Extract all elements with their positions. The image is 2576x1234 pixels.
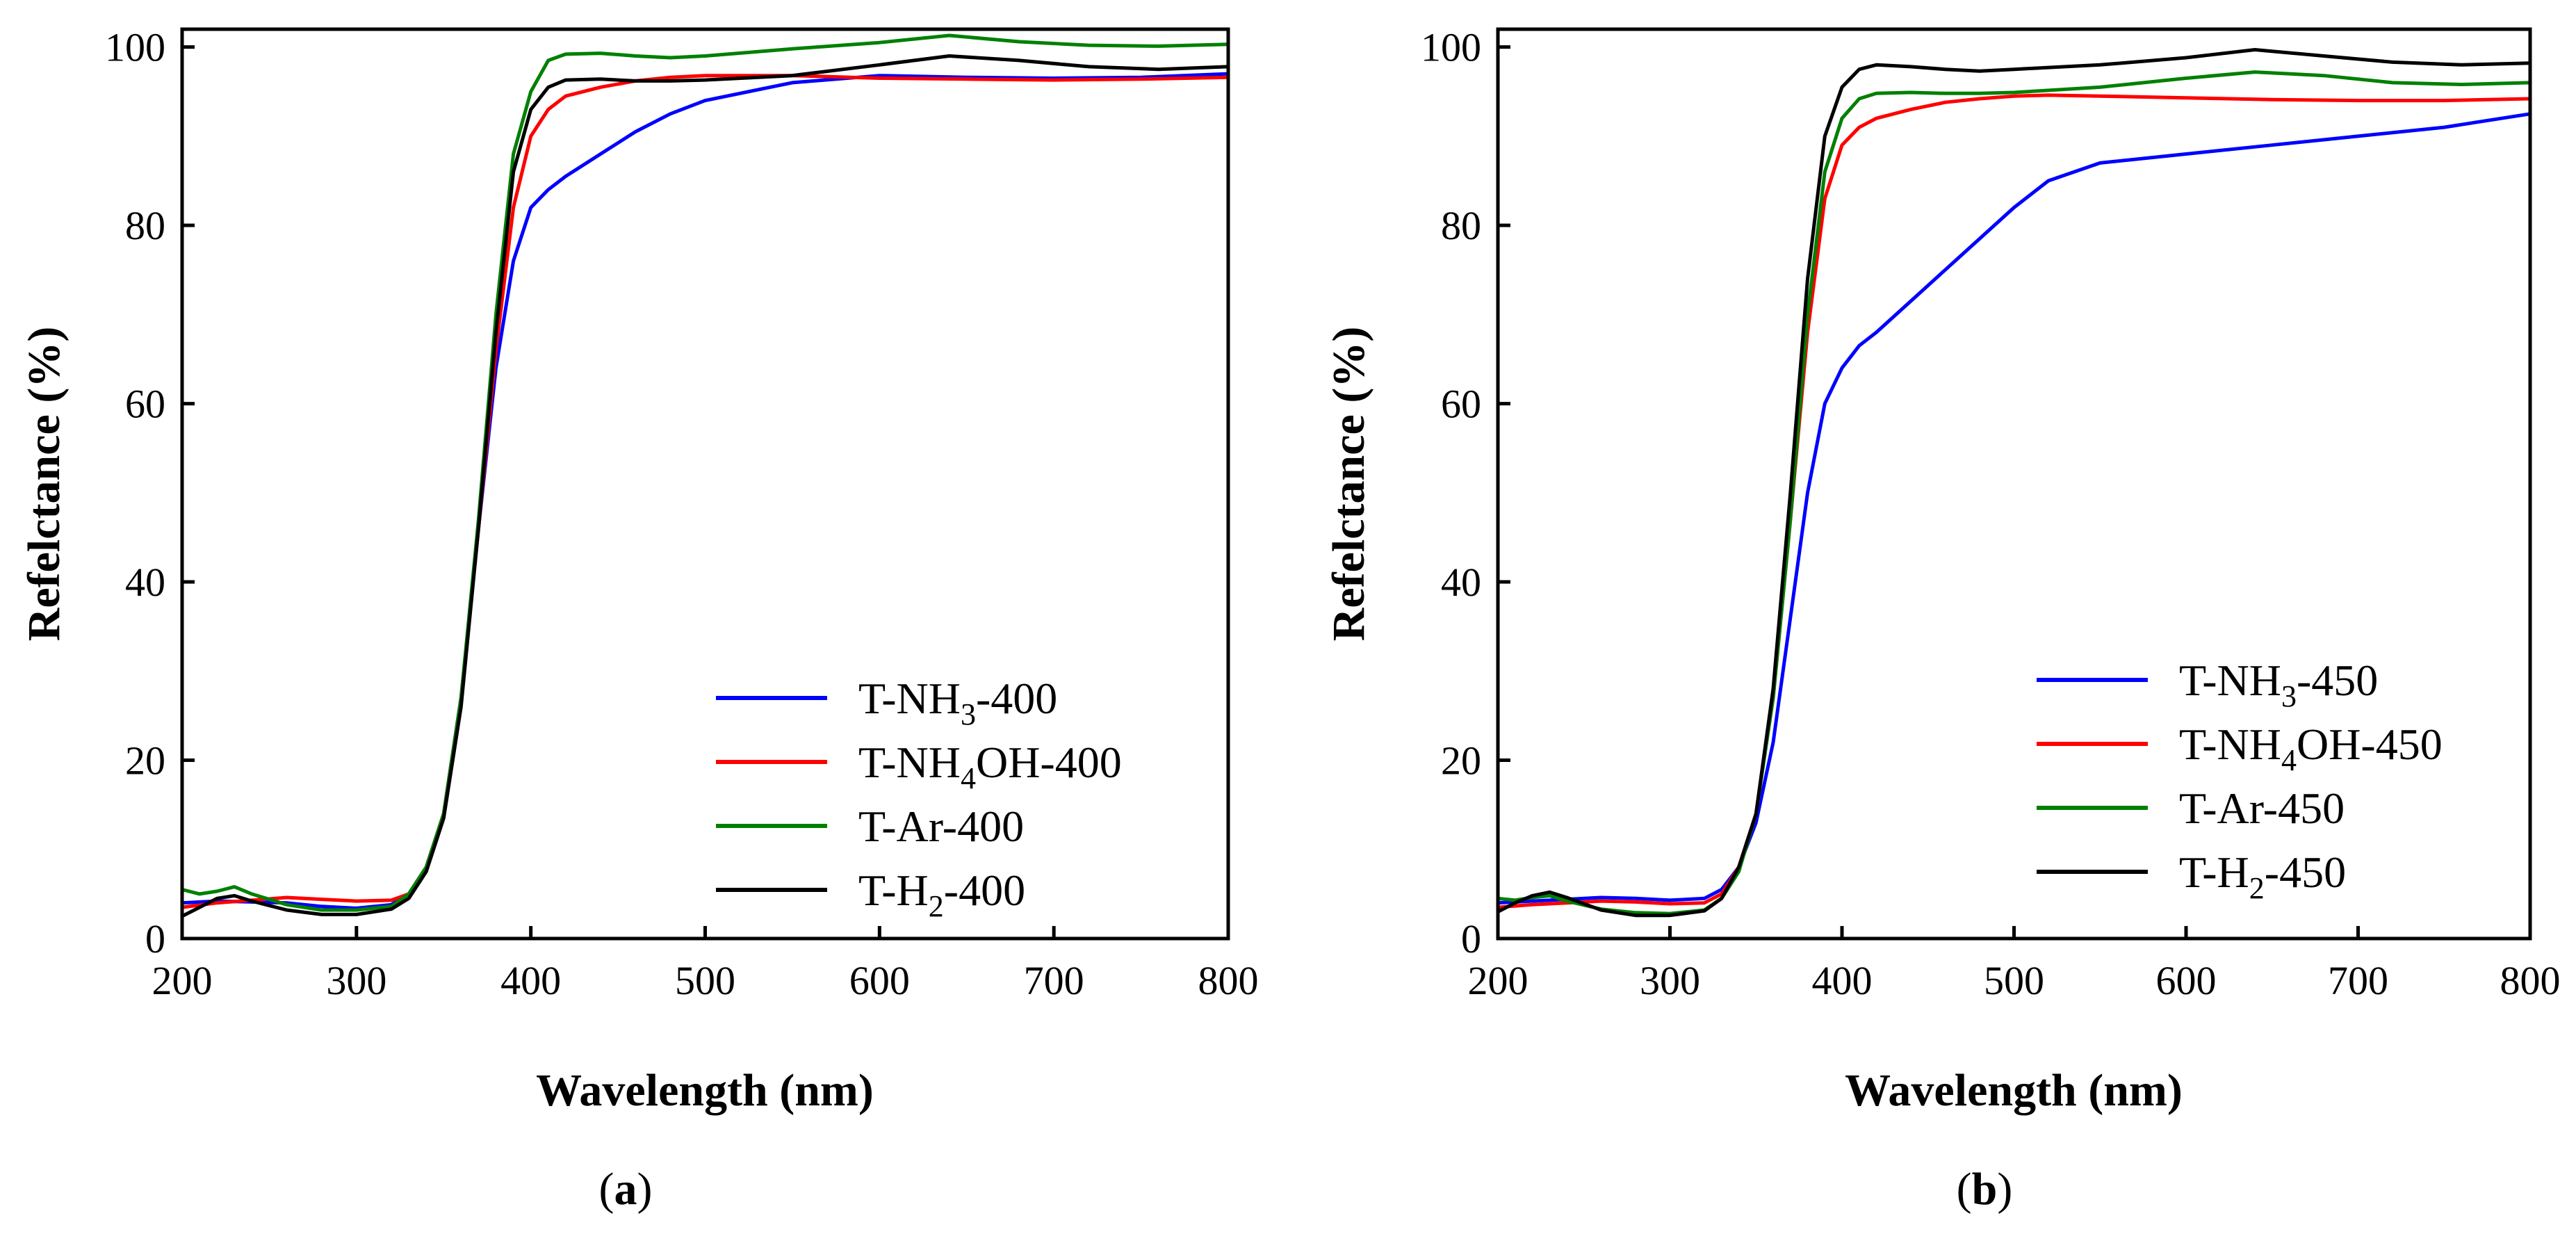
panel-b: 200 300 400 500 600 700 800 0 20 40 60 80 100 Wavele…	[1323, 25, 2561, 1215]
panel-b-legend-label-1: T-NH4OH-450	[2179, 720, 2443, 777]
panel-a-label-letter: a	[614, 1164, 637, 1215]
panel-b-x-tick-label-3: 500	[1984, 958, 2044, 1003]
panel-b-gridless-plot: 200 300 400 500 600 700 800 0 20 40 60 80 100	[1421, 25, 2561, 1003]
panel-b-x-tick-label-6: 800	[2500, 958, 2561, 1003]
panel-a-label-open: (	[599, 1164, 614, 1215]
panel-a-series-line-1	[180, 74, 1230, 909]
panel-a-y-tick-label-4: 80	[125, 203, 165, 248]
panel-a-x-tick-label-4: 600	[849, 958, 910, 1003]
panel-a-label: (a)	[599, 1164, 653, 1215]
panel-a-x-tick-label-5: 700	[1024, 958, 1084, 1003]
panel-b-y-tick-label-0: 0	[1461, 916, 1481, 961]
panel-a-y-tick-label-1: 20	[125, 738, 165, 784]
panel-b-label-open: (	[1957, 1164, 1972, 1215]
panel-a-legend: T-NH3-400 T-NH4OH-400 T-Ar-400 T-H2-400	[716, 674, 1122, 923]
panel-b-series-line-1	[1496, 93, 2532, 909]
panel-a-y-axis-title: Refelctance (%)	[19, 327, 70, 642]
panel-b-label: (b)	[1957, 1164, 2013, 1215]
panel-a-y-tick-label-5: 100	[105, 25, 165, 70]
panel-b-series-line-3	[1496, 48, 2532, 918]
panel-a-legend-label-1: T-NH4OH-400	[858, 738, 1122, 795]
panel-b-ticks-group: 200 300 400 500 600 700 800 0 20 40 60 80 100	[1421, 25, 2561, 1003]
panel-b-series-group	[1496, 48, 2532, 918]
panel-a-legend-label-2: T-Ar-400	[858, 802, 1024, 851]
panel-a-y-tick-label-3: 60	[125, 382, 165, 427]
panel-b-x-tick-label-2: 400	[1812, 958, 1873, 1003]
panel-a-x-tick-label-0: 200	[152, 958, 213, 1003]
panel-b-legend-label-3: T-H2-450	[2179, 847, 2346, 905]
panel-b-y-tick-label-4: 80	[1441, 203, 1481, 248]
panel-b-y-tick-label-1: 20	[1441, 738, 1481, 784]
panel-b-legend-label-0: T-NH3-450	[2179, 656, 2378, 713]
panel-a-y-tick-label-0: 0	[145, 916, 165, 961]
panel-a-x-tick-label-2: 400	[500, 958, 561, 1003]
panel-b-legend: T-NH3-450 T-NH4OH-450 T-Ar-450 T-H2-450	[2037, 656, 2443, 905]
panel-a-y-tick-label-2: 40	[125, 560, 165, 605]
panel-b-y-tick-label-3: 60	[1441, 382, 1481, 427]
panel-a-series-line-2	[180, 33, 1230, 912]
panel-a: 200 300 400 500 600 700 800 0 20 40 60 80 100 Wavele…	[19, 25, 1259, 1215]
panel-b-y-axis-title: Refelctance (%)	[1323, 327, 1374, 642]
panel-b-legend-label-2: T-Ar-450	[2179, 784, 2345, 833]
panel-a-legend-label-3: T-H2-400	[858, 866, 1025, 923]
panel-b-y-tick-label-5: 100	[1421, 25, 1481, 70]
panel-b-series-line-0	[1496, 112, 2532, 905]
panel-b-x-tick-label-1: 300	[1640, 958, 1700, 1003]
panel-a-legend-label-0: T-NH3-400	[858, 674, 1057, 731]
panel-b-x-axis-title: Wavelength (nm)	[1845, 1065, 2183, 1116]
panel-a-x-tick-label-3: 500	[675, 958, 735, 1003]
panel-a-series-line-3	[180, 54, 1230, 918]
panel-b-label-letter: b	[1972, 1164, 1998, 1215]
panel-a-x-tick-label-1: 300	[326, 958, 386, 1003]
panel-b-label-close: )	[1997, 1164, 2012, 1215]
panel-b-y-tick-label-2: 40	[1441, 560, 1481, 605]
panel-a-series-group	[180, 33, 1230, 918]
panel-a-gridless-plot: 200 300 400 500 600 700 800 0 20 40 60 80 100	[105, 25, 1259, 1003]
panel-b-x-tick-label-4: 600	[2156, 958, 2217, 1003]
panel-a-label-close: )	[637, 1164, 653, 1215]
panel-b-x-tick-label-0: 200	[1468, 958, 1529, 1003]
panel-a-x-tick-label-6: 800	[1198, 958, 1259, 1003]
panel-a-x-axis-title: Wavelength (nm)	[536, 1065, 874, 1116]
panel-a-ticks-group: 200 300 400 500 600 700 800 0 20 40 60 80 100	[105, 25, 1259, 1003]
panel-b-x-tick-label-5: 700	[2328, 958, 2388, 1003]
